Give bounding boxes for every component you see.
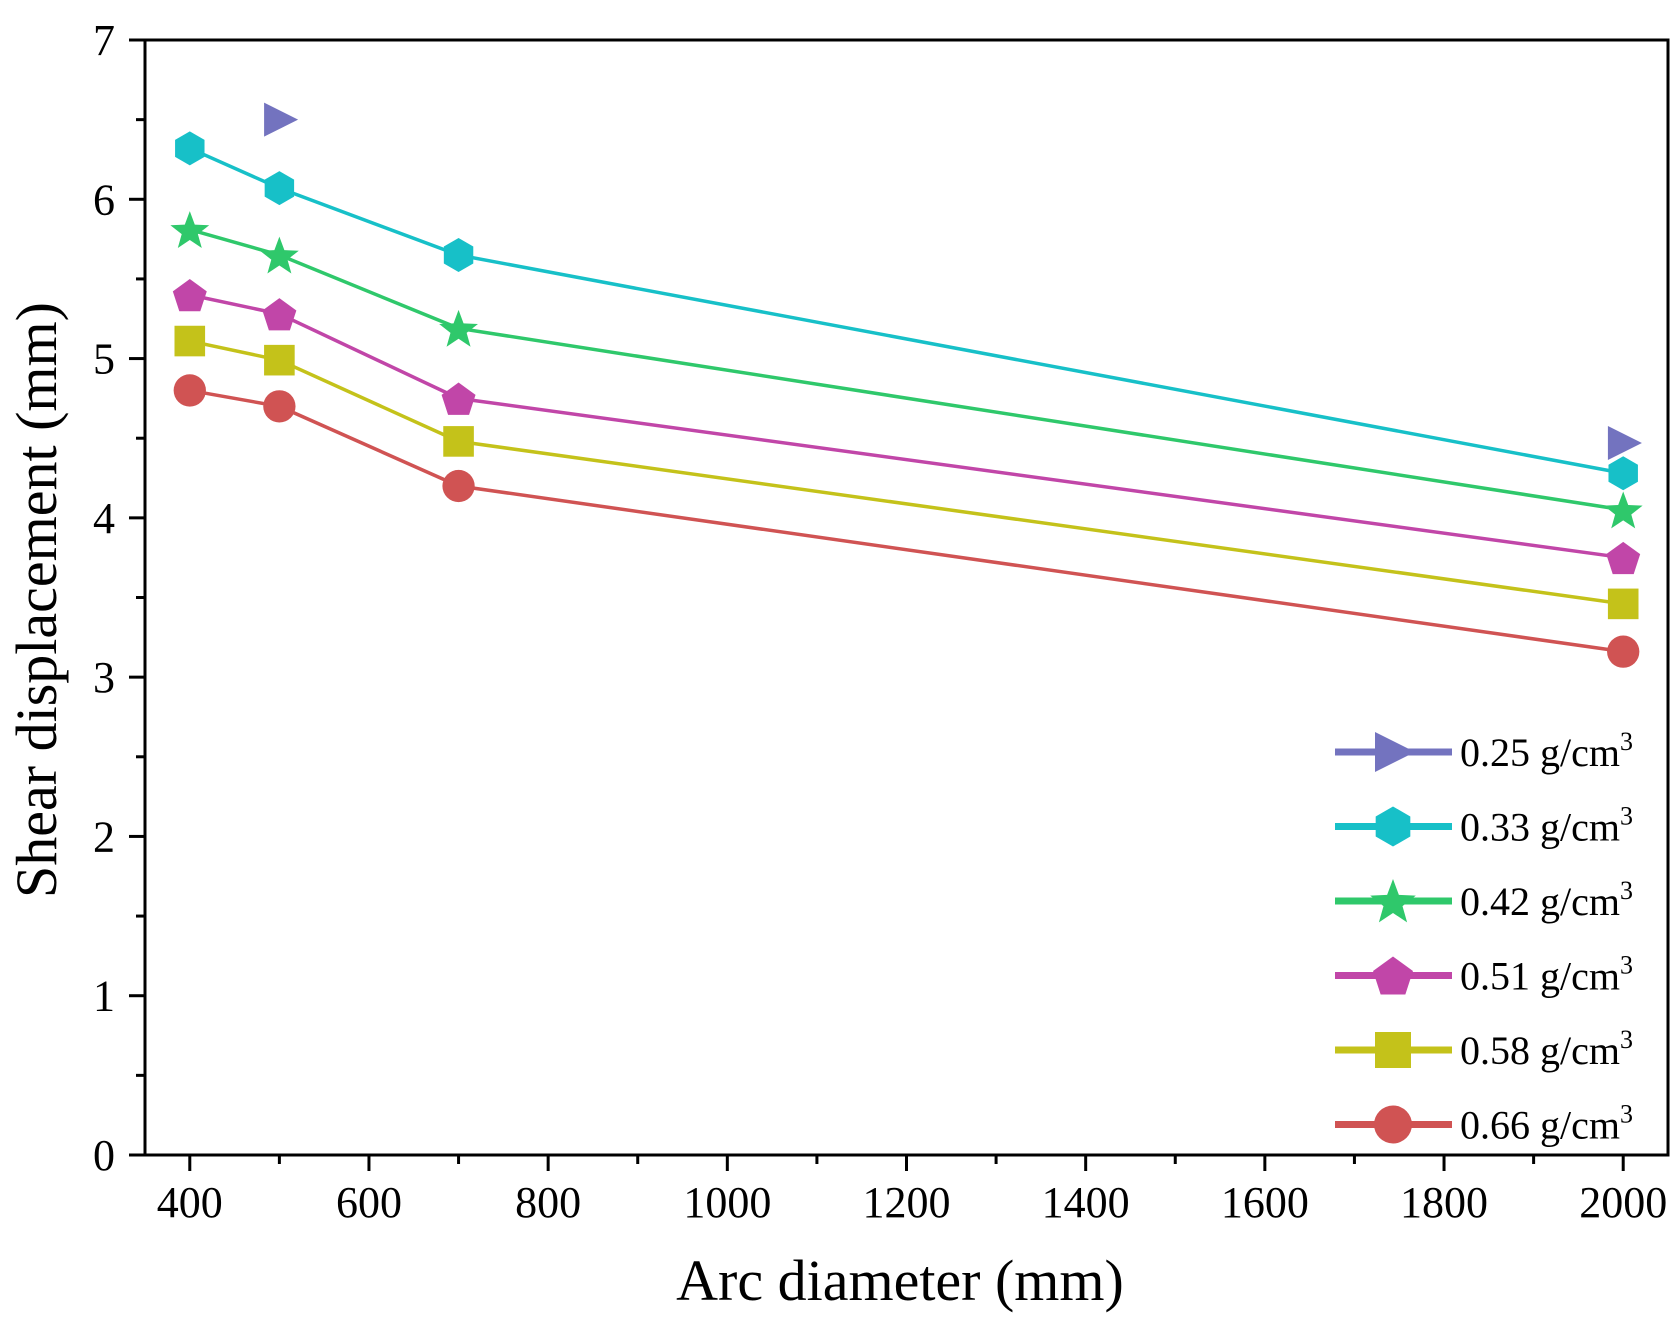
series-line — [189, 339, 1624, 606]
data-point — [439, 309, 478, 347]
series-0-66 — [173, 374, 1640, 668]
x-tick-label: 1800 — [1400, 1178, 1488, 1227]
legend-label: 0.33 g/cm3 — [1460, 802, 1633, 850]
legend-marker — [1375, 732, 1415, 772]
data-point — [264, 344, 295, 376]
data-point — [443, 238, 474, 273]
data-point — [174, 325, 206, 357]
y-tick-label: 4 — [93, 494, 115, 543]
x-tick-label: 800 — [515, 1178, 581, 1227]
legend-value: 0.51 g/cm — [1460, 954, 1620, 999]
legend-item: 0.51 g/cm3 — [1335, 951, 1633, 999]
legend-label: 0.66 g/cm3 — [1460, 1100, 1633, 1148]
legend-value: 0.33 g/cm — [1460, 805, 1620, 850]
y-axis-title: Shear displacement (mm) — [4, 302, 69, 898]
legend-label: 0.51 g/cm3 — [1460, 951, 1633, 999]
data-point — [264, 171, 295, 206]
x-tick-label: 1400 — [1042, 1178, 1130, 1227]
data-point — [259, 236, 299, 274]
x-tick-label: 1200 — [863, 1178, 951, 1227]
legend-item: 0.42 g/cm3 — [1335, 876, 1633, 924]
data-point — [442, 469, 475, 503]
series-line — [189, 293, 1624, 560]
axes: 400 600 800 1000 1200 1400 1600 1800 2000 0 1 2 3 4 5 6… — [93, 16, 1670, 1227]
legend-marker — [1370, 879, 1416, 923]
legend-value: 0.66 g/cm — [1460, 1103, 1620, 1148]
y-tick-label: 5 — [93, 335, 115, 384]
legend-superscript: 3 — [1620, 1025, 1633, 1054]
data-point — [263, 390, 296, 423]
y-tick-label: 7 — [93, 16, 115, 65]
data-point — [1603, 491, 1643, 529]
data-point — [175, 131, 205, 166]
y-tick-label: 3 — [93, 653, 115, 702]
data-point — [1606, 541, 1641, 575]
series-line — [189, 227, 1624, 512]
series-0-42 — [170, 211, 1643, 529]
legend-label: 0.42 g/cm3 — [1460, 876, 1633, 924]
series-layer — [170, 102, 1643, 668]
x-tick-label: 600 — [336, 1178, 402, 1227]
data-point — [1608, 456, 1638, 491]
data-point — [1607, 635, 1640, 668]
legend-item: 0.25 g/cm3 — [1335, 727, 1633, 775]
data-point — [170, 211, 210, 249]
series-0-58 — [174, 325, 1639, 620]
y-tick-label: 0 — [93, 1131, 115, 1180]
data-point — [441, 382, 476, 415]
series-0-33 — [175, 131, 1638, 491]
y-tick-label: 1 — [93, 972, 115, 1021]
data-point — [262, 298, 297, 331]
legend-value: 0.58 g/cm — [1460, 1028, 1620, 1073]
legend-item: 0.58 g/cm3 — [1335, 1025, 1633, 1073]
data-point — [443, 426, 474, 457]
series-line — [189, 146, 1624, 475]
x-tick-label: 400 — [157, 1178, 223, 1227]
legend-superscript: 3 — [1620, 951, 1633, 980]
data-point — [264, 102, 299, 137]
legend-superscript: 3 — [1620, 876, 1633, 905]
legend-marker — [1375, 1032, 1411, 1068]
legend-item: 0.33 g/cm3 — [1335, 802, 1633, 850]
legend-item: 0.66 g/cm3 — [1335, 1100, 1633, 1148]
legend-label: 0.58 g/cm3 — [1460, 1025, 1633, 1073]
legend-superscript: 3 — [1620, 802, 1633, 831]
series-0-25 — [264, 102, 1642, 460]
legend-value: 0.42 g/cm — [1460, 879, 1620, 924]
legend-marker — [1375, 806, 1411, 847]
legend-marker — [1373, 956, 1413, 995]
data-point — [172, 279, 207, 312]
x-tick-label: 2000 — [1579, 1178, 1667, 1227]
series-line — [189, 388, 1624, 654]
legend-superscript: 3 — [1620, 727, 1633, 756]
data-point — [1607, 425, 1642, 460]
plot-frame — [143, 38, 1670, 1157]
x-tick-label: 1600 — [1221, 1178, 1309, 1227]
legend-superscript: 3 — [1620, 1100, 1633, 1129]
x-axis-title: Arc diameter (mm) — [676, 1248, 1124, 1313]
data-point — [1607, 588, 1639, 620]
legend-label: 0.25 g/cm3 — [1460, 727, 1633, 775]
legend-value: 0.25 g/cm — [1460, 730, 1620, 775]
series-0-51 — [172, 279, 1641, 575]
legend-marker — [1374, 1105, 1412, 1144]
data-point — [173, 374, 206, 407]
y-tick-label: 2 — [93, 812, 115, 861]
y-tick-label: 6 — [93, 175, 115, 224]
x-tick-label: 1000 — [683, 1178, 771, 1227]
